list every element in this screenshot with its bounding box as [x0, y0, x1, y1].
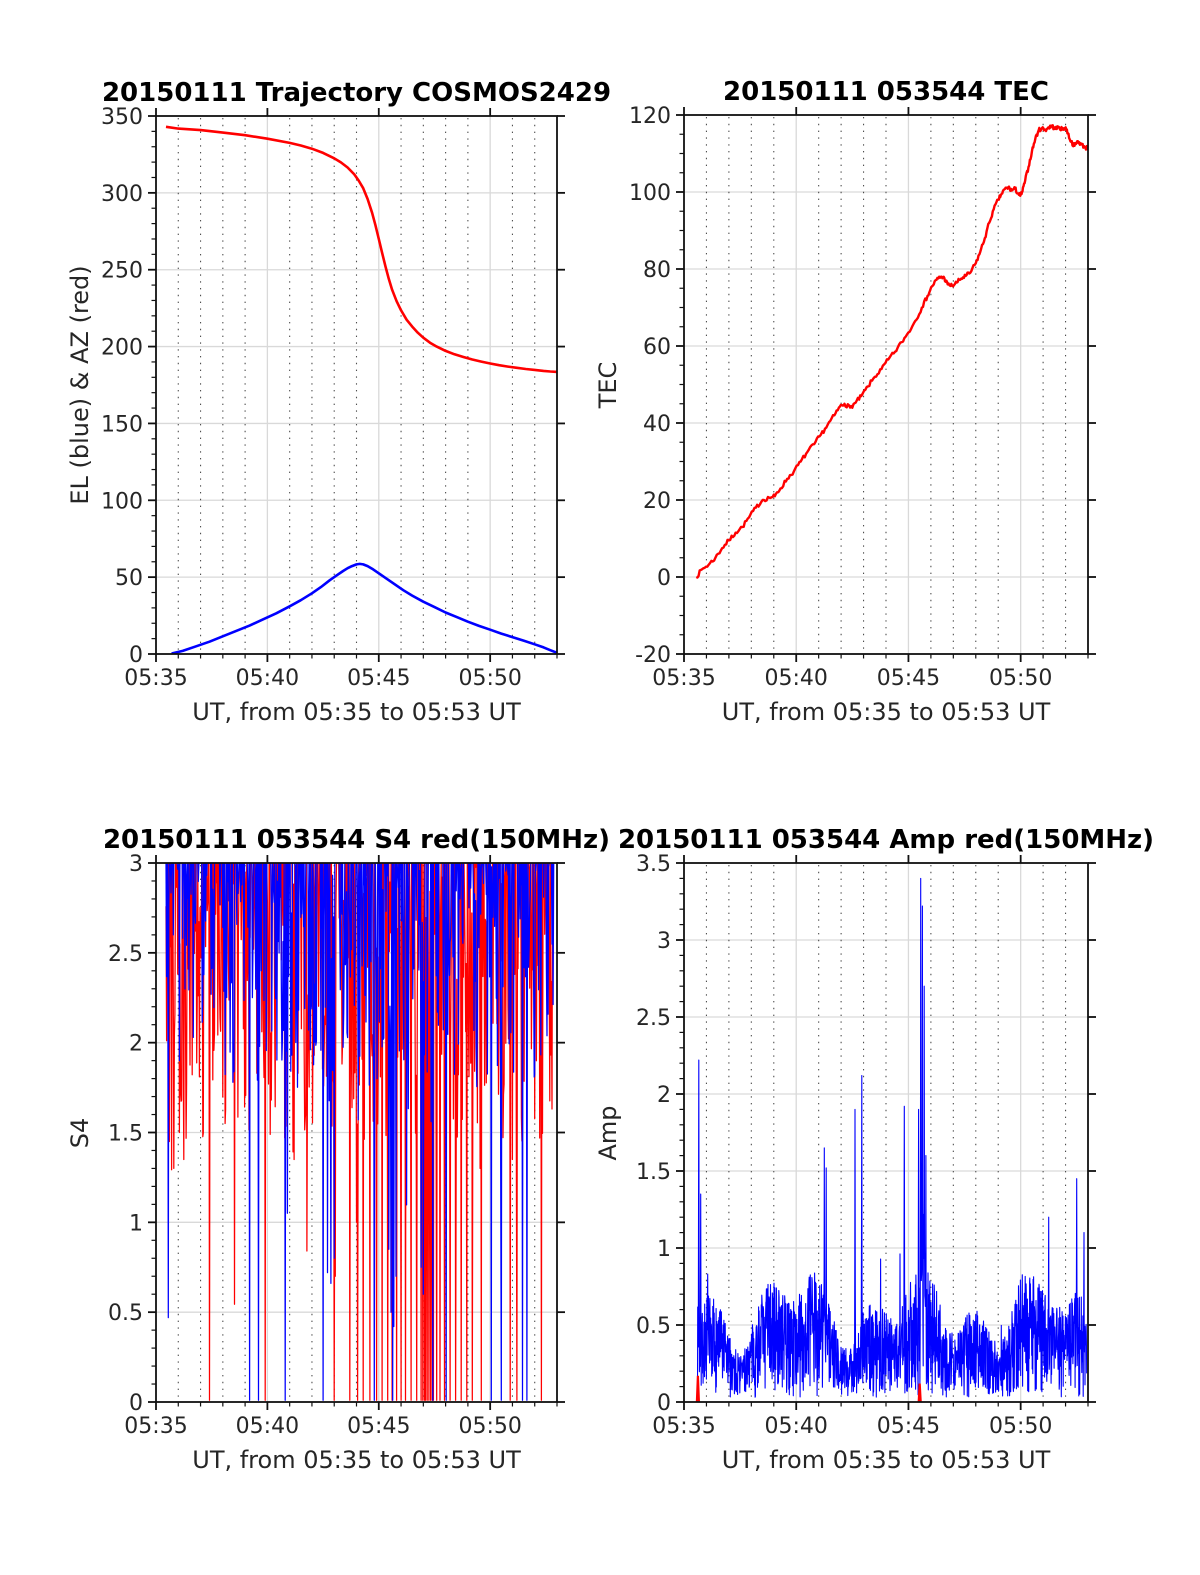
- series-Amp-red-150MHz: [917, 1383, 922, 1402]
- amp-y-tick-label: 1: [657, 1237, 671, 1262]
- s4-y-tick-label: 0: [129, 1391, 143, 1416]
- trajectory-y-tick-label: 300: [101, 182, 143, 207]
- tec-y-tick-label: 80: [643, 258, 671, 283]
- tec-y-tick-label: 20: [643, 489, 671, 514]
- x-axis-label-s4: UT, from 05:35 to 05:53 UT: [192, 1446, 521, 1474]
- trajectory-x-tick-label: 05:45: [347, 666, 410, 691]
- s4-x-tick-label: 05:35: [124, 1414, 187, 1439]
- s4-series: [165, 863, 556, 1401]
- y-axis-label-amp: Amp: [594, 1104, 622, 1161]
- y-axis-label-trajectory: EL (blue) & AZ (red): [66, 265, 94, 505]
- x-axis-label-trajectory: UT, from 05:35 to 05:53 UT: [192, 698, 521, 726]
- tec-y-tick-label: 0: [657, 566, 671, 591]
- s4-x-tick-label: 05:45: [347, 1414, 410, 1439]
- trajectory-y-tick-label: 350: [101, 105, 143, 130]
- s4-y-tick-label: 1.5: [108, 1122, 143, 1147]
- amp-x-tick-label: 05:35: [652, 1414, 715, 1439]
- panel-title-trajectory: 20150111 Trajectory COSMOS2429: [101, 78, 612, 108]
- series-Amp-red-150MHz: [695, 1375, 700, 1402]
- plot-s4: 05:35 05:40 05:45 05:50 0 0.5 1 1.5 2 2.5 3: [108, 852, 565, 1439]
- trajectory-series: [165, 125, 557, 654]
- amp-x-tick-label: 05:45: [877, 1414, 940, 1439]
- trajectory-y-tick-label: 200: [101, 336, 143, 361]
- y-axis-label-s4: S4: [66, 1117, 94, 1148]
- trajectory-axes-box: [155, 115, 558, 655]
- series-AZ: [165, 125, 557, 374]
- tec-x-tick-label: 05:50: [989, 666, 1052, 691]
- trajectory-y-tick-label: 100: [101, 489, 143, 514]
- tec-x-tick-label: 05:35: [652, 666, 715, 691]
- amp-y-tick-label: 0: [657, 1391, 671, 1416]
- s4-y-tick-label: 1: [129, 1211, 143, 1236]
- panel-title-amp: 20150111 053544 Amp red(150MHz): [617, 825, 1155, 855]
- y-axis-label-tec: TEC: [594, 361, 622, 408]
- plot-trajectory: 05:35 05:40 05:45 05:50 0 50 100 150 200 250 300 35…: [101, 105, 565, 691]
- trajectory-x-tick-label: 05:40: [236, 666, 299, 691]
- tec-y-tick-label: 100: [629, 181, 671, 206]
- amp-y-tick-label: 0.5: [636, 1314, 671, 1339]
- tec-series: [695, 124, 1088, 579]
- s4-y-tick-label: 2: [129, 1032, 143, 1057]
- trajectory-y-tick-label: 0: [129, 643, 143, 668]
- tec-x-tick-label: 05:45: [877, 666, 940, 691]
- series-Amp-blue: [696, 877, 1088, 1398]
- tec-y-tick-label: 40: [643, 412, 671, 437]
- amp-y-tick-label: 2.5: [636, 1006, 671, 1031]
- amp-x-tick-label: 05:40: [765, 1414, 828, 1439]
- plot-amp: 05:35 05:40 05:45 05:50 0 0.5 1 1.5 2 2.5 3 3.5: [636, 852, 1096, 1439]
- amp-y-tick-label: 3.5: [636, 852, 671, 877]
- series-EL: [171, 562, 557, 654]
- s4-x-tick-label: 05:40: [236, 1414, 299, 1439]
- series-TEC: [695, 124, 1088, 579]
- trajectory-y-tick-label: 250: [101, 259, 143, 284]
- panel-title-s4: 20150111 053544 S4 red(150MHz): [102, 825, 611, 855]
- x-axis-label-tec: UT, from 05:35 to 05:53 UT: [721, 698, 1051, 726]
- amp-y-tick-label: 3: [657, 929, 671, 954]
- s4-y-tick-label: 0.5: [108, 1301, 143, 1326]
- amp-y-tick-label: 1.5: [636, 1160, 671, 1185]
- tec-y-tick-label: 60: [643, 335, 671, 360]
- s4-x-tick-label: 05:50: [458, 1414, 521, 1439]
- trajectory-x-tick-label: 05:50: [458, 666, 521, 691]
- trajectory-y-tick-label: 150: [101, 412, 143, 437]
- trajectory-x-tick-label: 05:35: [124, 666, 187, 691]
- amp-y-tick-label: 2: [657, 1083, 671, 1108]
- trajectory-y-tick-label: 50: [115, 566, 143, 591]
- tec-y-tick-label: 120: [629, 104, 671, 129]
- amp-series: [695, 877, 1088, 1402]
- x-axis-label-amp: UT, from 05:35 to 05:53 UT: [721, 1446, 1051, 1474]
- s4-y-tick-label: 3: [129, 852, 143, 877]
- s4-y-tick-label: 2.5: [108, 942, 143, 967]
- plot-tec: 05:35 05:40 05:45 05:50 -20 0 20 40 60 80 100 120: [629, 104, 1096, 691]
- amp-x-tick-label: 05:50: [989, 1414, 1052, 1439]
- tec-x-tick-label: 05:40: [765, 666, 828, 691]
- tec-y-tick-label: -20: [635, 643, 671, 668]
- series-S4-second-freq: [165, 863, 556, 1401]
- panel-title-tec: 20150111 053544 TEC: [723, 77, 1049, 107]
